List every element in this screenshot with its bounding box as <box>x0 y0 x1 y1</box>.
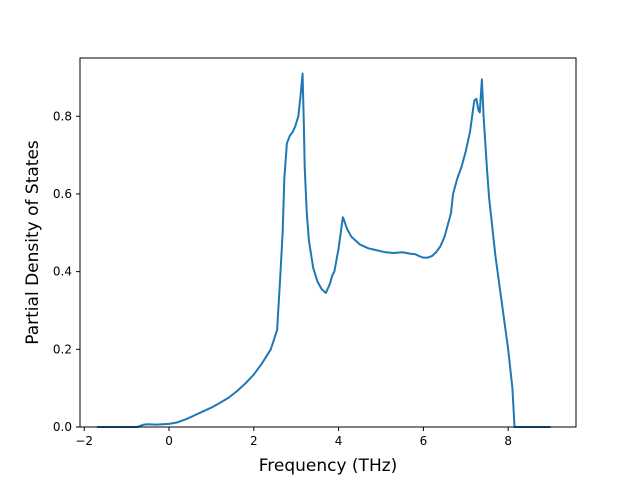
y-tick-label: 0.2 <box>53 342 72 356</box>
pdos-line-series-0 <box>96 72 551 428</box>
x-axis-label: Frequency (THz) <box>259 456 398 476</box>
plot-area <box>80 58 576 427</box>
y-tick-label: 0.6 <box>53 187 72 201</box>
x-tick-label: 4 <box>335 434 343 448</box>
y-tick-label: 0.8 <box>53 109 72 123</box>
series-layer <box>96 72 551 428</box>
x-axis-ticks: −2 0 2 4 6 8 <box>75 427 512 448</box>
x-tick-label: 2 <box>250 434 258 448</box>
x-tick-label: −2 <box>75 434 93 448</box>
x-tick-label: 6 <box>420 434 428 448</box>
y-axis-label: Partial Density of States <box>23 140 43 345</box>
y-axis-ticks: 0.0 0.2 0.4 0.6 0.8 <box>53 109 80 434</box>
x-tick-label: 8 <box>504 434 512 448</box>
x-tick-label: 0 <box>165 434 173 448</box>
y-tick-label: 0.4 <box>53 265 72 279</box>
y-tick-label: 0.0 <box>53 420 72 434</box>
plot-frame <box>79 57 577 428</box>
